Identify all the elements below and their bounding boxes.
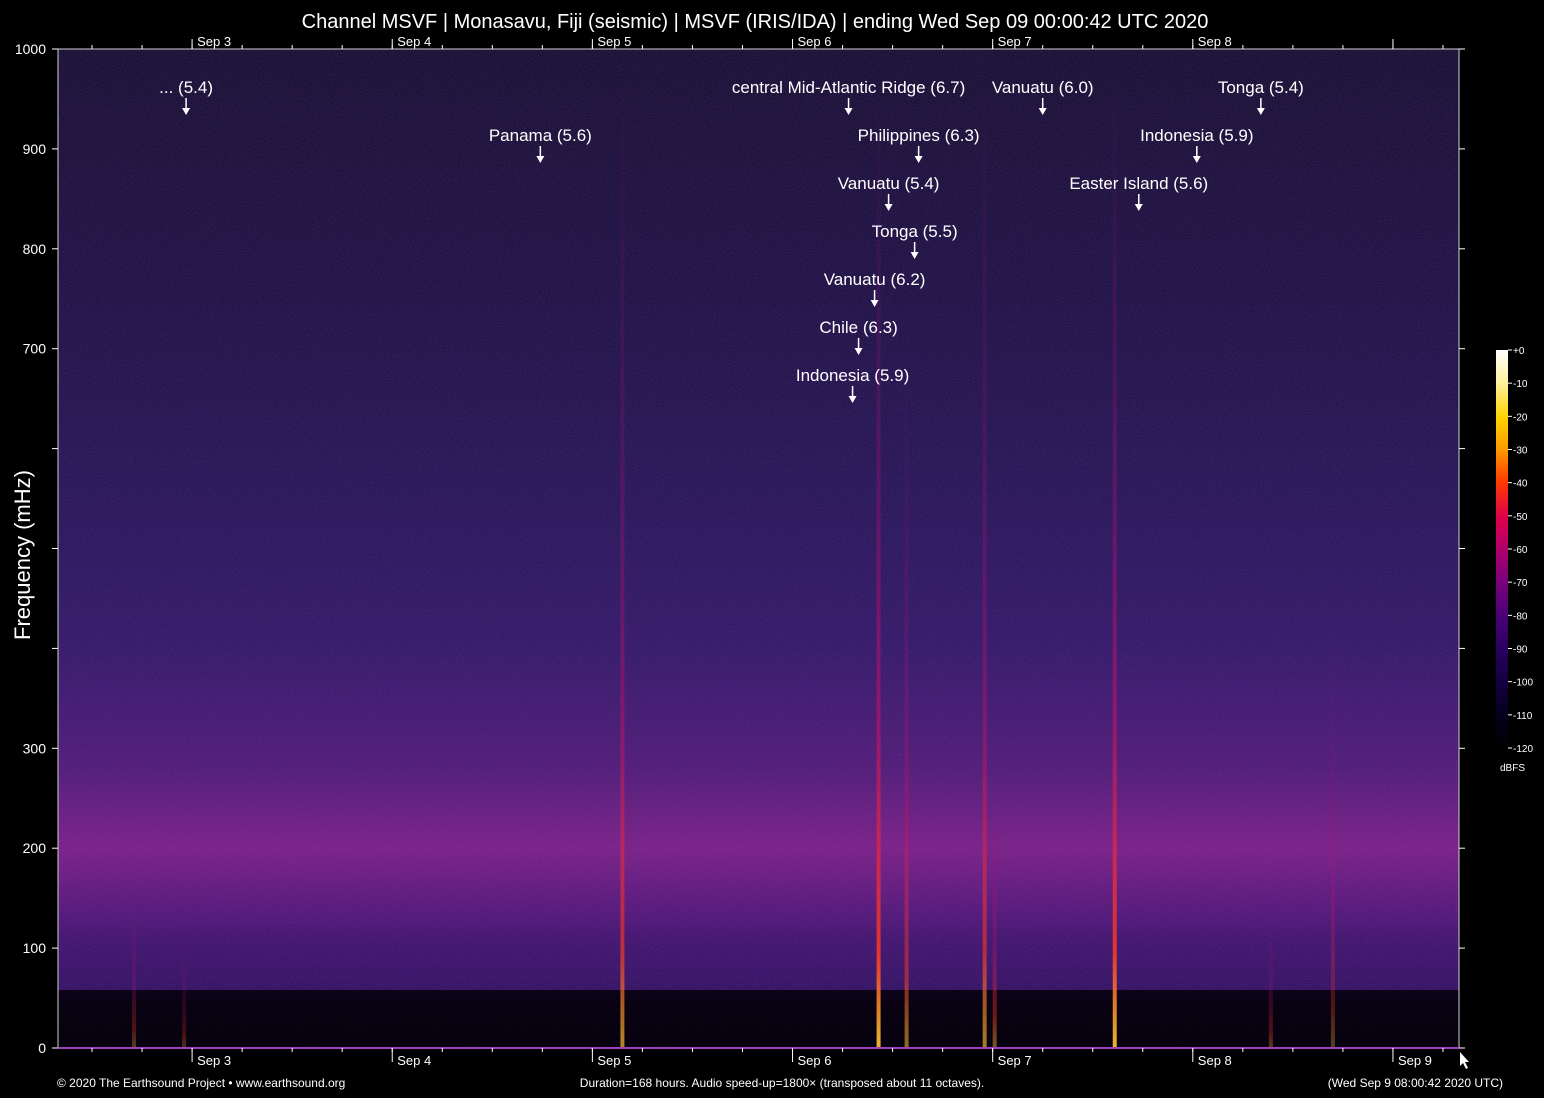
footer-duration: Duration=168 hours. Audio speed-up=1800×…: [580, 1076, 984, 1090]
event-streak: [182, 928, 187, 1048]
y-axis: 0 100 200 300 700 800 900 1000: [15, 41, 1465, 1056]
low-frequency-band: [58, 990, 1459, 1048]
x-tick-label-top: Sep 6: [798, 34, 832, 49]
y-axis-label: Frequency (mHz): [10, 470, 35, 640]
annotation-label: Vanuatu (6.0): [992, 78, 1094, 97]
annotation-arrow-icon: [910, 252, 919, 259]
x-tick-label: Sep 5: [597, 1053, 631, 1068]
colorbar: [1496, 350, 1508, 748]
colorbar-unit: dBFS: [1500, 763, 1525, 774]
colorbar-tick-label: -100: [1513, 678, 1533, 689]
y-tick-label: 1000: [15, 41, 46, 57]
annotation-arrow-icon: [1038, 108, 1047, 115]
annotation-label: Panama (5.6): [489, 126, 592, 145]
x-tick-label-top: Sep 7: [998, 34, 1032, 49]
y-tick-label: 0: [38, 1040, 46, 1056]
colorbar-tick-label: -40: [1513, 479, 1528, 490]
annotation-arrow-icon: [1134, 204, 1143, 211]
annotation-arrow-icon: [844, 108, 853, 115]
colorbar-tick-label: -60: [1513, 545, 1528, 556]
y-tick-label: 900: [23, 141, 47, 157]
x-tick-label: Sep 9: [1398, 1053, 1432, 1068]
x-tick-label-top: Sep 5: [597, 34, 631, 49]
annotation-label: Chile (6.3): [819, 318, 897, 337]
annotation-arrow-icon: [1256, 108, 1265, 115]
x-axis: Sep 3 Sep 3 Sep 4 Sep 4 Sep 5 Sep 5 Sep 6 Sep 6…: [91, 34, 1444, 1068]
x-tick-label: Sep 8: [1198, 1053, 1232, 1068]
colorbar-tick-label: -70: [1513, 578, 1528, 589]
annotation-label: Easter Island (5.6): [1069, 174, 1208, 193]
colorbar-ticks: +0 -10 -20 -30 -40 -50 -60 -70 -80 -90 -100 -110 -12…: [1508, 346, 1533, 755]
y-tick-label: 300: [23, 740, 47, 756]
event-streak: [132, 868, 137, 1048]
annotation-label: ... (5.4): [159, 78, 213, 97]
annotation-arrow-icon: [536, 156, 545, 163]
event-streak: [620, 88, 625, 1048]
annotation-label: Indonesia (5.9): [1140, 126, 1253, 145]
annotation-label: Tonga (5.4): [1218, 78, 1304, 97]
colorbar-tick-label: -10: [1513, 379, 1528, 390]
x-tick-label: Sep 3: [197, 1053, 231, 1068]
event-streak: [982, 98, 987, 1048]
event-streak: [1268, 898, 1273, 1048]
annotation-label: Vanuatu (5.4): [838, 174, 940, 193]
x-tick-label: Sep 6: [798, 1053, 832, 1068]
y-tick-label: 700: [23, 341, 47, 357]
annotation-arrow-icon: [884, 204, 893, 211]
annotation-label: central Mid-Atlantic Ridge (6.7): [732, 78, 965, 97]
event-streak: [904, 348, 909, 1048]
event-streaks: [132, 88, 1335, 1049]
footer-copyright: © 2020 The Earthsound Project • www.eart…: [57, 1076, 345, 1090]
chart-title: Channel MSVF | Monasavu, Fiji (seismic) …: [302, 11, 1209, 33]
annotation-arrow-icon: [848, 396, 857, 403]
annotation-arrow-icon: [914, 156, 923, 163]
x-tick-label-top: Sep 4: [397, 34, 431, 49]
event-streak: [992, 748, 997, 1048]
y-tick-label: 800: [23, 241, 47, 257]
cursor-icon: [1460, 1052, 1469, 1069]
colorbar-tick-label: -120: [1513, 744, 1533, 755]
colorbar-tick-label: -110: [1513, 711, 1533, 722]
x-tick-label-top: Sep 3: [197, 34, 231, 49]
event-streak: [1112, 98, 1117, 1048]
colorbar-tick-label: -80: [1513, 611, 1528, 622]
colorbar-tick-label: -50: [1513, 512, 1528, 523]
annotation-label: Tonga (5.5): [872, 222, 958, 241]
x-tick-label-top: Sep 8: [1198, 34, 1232, 49]
annotation-arrow-icon: [854, 348, 863, 355]
colorbar-tick-label: -20: [1513, 412, 1528, 423]
event-streak: [1330, 598, 1335, 1048]
y-tick-label: 200: [23, 840, 47, 856]
annotation-arrow-icon: [182, 108, 191, 115]
colorbar-tick-label: -90: [1513, 645, 1528, 656]
colorbar-tick-label: -30: [1513, 446, 1528, 457]
annotation-label: Vanuatu (6.2): [824, 270, 926, 289]
x-tick-label: Sep 4: [397, 1053, 431, 1068]
colorbar-tick-label: +0: [1513, 346, 1525, 357]
annotation-label: Indonesia (5.9): [796, 366, 909, 385]
event-streak: [876, 118, 881, 1049]
plot-noise: [58, 49, 1459, 1048]
annotation-arrow-icon: [1192, 156, 1201, 163]
annotation-label: Philippines (6.3): [858, 126, 980, 145]
annotation-arrow-icon: [870, 300, 879, 307]
footer-timestamp: (Wed Sep 9 08:00:42 2020 UTC): [1328, 1076, 1503, 1090]
y-tick-label: 100: [23, 940, 47, 956]
x-tick-label: Sep 7: [998, 1053, 1032, 1068]
earthquake-annotations: ... (5.4) Panama (5.6) central Mid-Atlanti…: [159, 78, 1304, 403]
